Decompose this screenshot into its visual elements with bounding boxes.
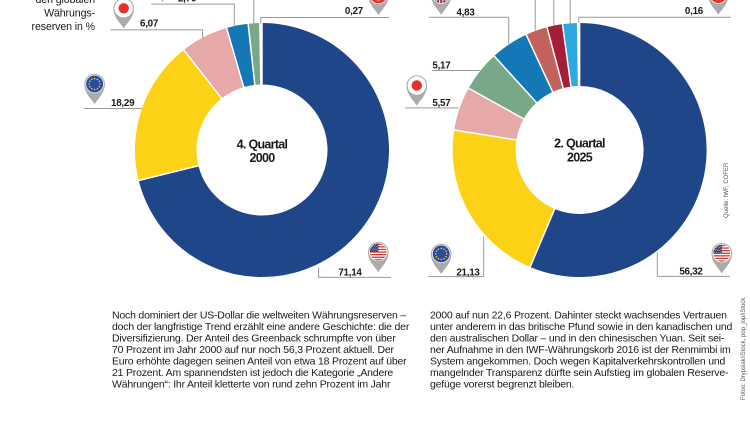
svg-text:0,27: 0,27 [345,6,364,17]
svg-text:2000: 2000 [249,151,275,165]
svg-text:Noch dominiert der US-Dollar d: Noch dominiert der US-Dollar die weltwei… [112,309,406,321]
svg-text:21 Prozent. Am spannendsten is: 21 Prozent. Am spannendsten ist jedoch d… [112,367,393,379]
svg-text:2025: 2025 [567,151,593,165]
svg-text:71,14: 71,14 [338,268,362,279]
svg-text:0,16: 0,16 [685,6,704,17]
svg-text:gefüge vorerst begrenzt bleibe: gefüge vorerst begrenzt bleiben. [430,379,574,391]
svg-text:21,13: 21,13 [456,267,480,278]
svg-text:70 Prozent im Jahr 2000 auf nu: 70 Prozent im Jahr 2000 auf nur noch 56,… [112,344,394,356]
svg-text:Währungs-: Währungs- [44,8,95,20]
svg-text:5,57: 5,57 [432,98,451,109]
svg-text:doch der langfristige Trend er: doch der langfristige Trend erzählt eine… [112,321,410,333]
svg-text:2. Quartal: 2. Quartal [554,137,605,151]
svg-text:Diversifizierung. Der Anteil d: Diversifizierung. Der Anteil des Greenba… [112,332,396,344]
svg-text:System angekommen. Doch wegen: System angekommen. Doch wegen Kapitalver… [430,355,726,367]
svg-text:mangelnder Transparenz dürfte: mangelnder Transparenz dürfte sein Aufst… [430,367,729,379]
svg-text:6,07: 6,07 [140,19,159,30]
svg-text:reserven in %: reserven in % [32,21,96,33]
svg-text:2,76: 2,76 [178,0,197,5]
svg-text:den globalen: den globalen [36,0,96,6]
svg-text:4. Quartal: 4. Quartal [237,137,288,151]
svg-text:Fotos: Drypsiak/iStock, pop_jo: Fotos: Drypsiak/iStock, pop_jop/iStock [741,297,747,400]
svg-text:unter anderem in das britische: unter anderem in das britische Pfund sow… [430,321,733,333]
svg-text:5,17: 5,17 [432,61,451,72]
svg-text:Währungen“: Ihr Anteil kletter: Währungen“: Ihr Anteil kletterte von run… [112,379,391,391]
svg-text:18,29: 18,29 [111,98,135,109]
svg-text:Euro erhöhte dagegen seinen An: Euro erhöhte dagegen seinen Anteil von e… [112,355,407,367]
svg-text:56,32: 56,32 [679,267,703,278]
svg-text:Quelle: IWF, COFER: Quelle: IWF, COFER [724,162,730,218]
svg-text:4,83: 4,83 [456,7,475,18]
svg-text:ner Aufnahme in den IWF-Währun: ner Aufnahme in den IWF-Währungskorb 201… [430,344,731,356]
svg-text:den australischen Dollar – und: den australischen Dollar – und in den ch… [430,332,725,344]
svg-text:2000 auf nun 22,6 Prozent. Dah: 2000 auf nun 22,6 Prozent. Dahinter stec… [430,309,727,321]
